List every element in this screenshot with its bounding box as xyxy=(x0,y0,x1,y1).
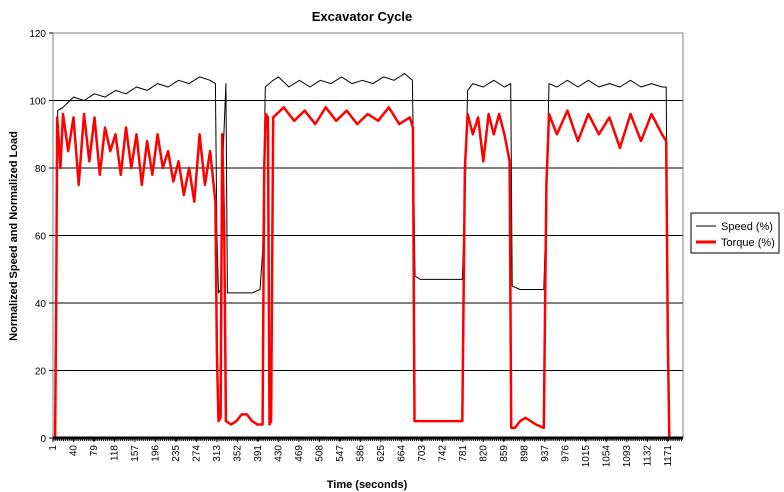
x-tick-label: 40 xyxy=(68,445,79,457)
y-tick-label: 80 xyxy=(35,164,47,175)
x-tick-label: 742 xyxy=(437,445,448,462)
x-tick-label: 820 xyxy=(478,445,489,462)
y-axis-ticks: 0 20 40 60 80 100 120 xyxy=(29,29,53,445)
x-tick-label: 508 xyxy=(314,445,325,462)
series-line-torque xyxy=(53,106,683,440)
x-tick-label: 391 xyxy=(253,445,264,462)
x-tick-label: 274 xyxy=(191,445,202,462)
legend-label: Torque (%) xyxy=(721,237,775,249)
x-tick-label: 1 xyxy=(48,445,59,451)
y-tick-label: 100 xyxy=(29,97,46,108)
x-tick-label: 1015 xyxy=(581,445,592,468)
x-tick-label: 937 xyxy=(540,445,551,462)
y-tick-label: 40 xyxy=(35,299,47,310)
legend-label: Speed (%) xyxy=(721,221,773,233)
y-tick-label: 120 xyxy=(29,29,46,40)
x-tick-label: 235 xyxy=(171,445,182,462)
x-tick-label: 781 xyxy=(458,445,469,462)
series-line-speed xyxy=(53,73,683,439)
x-tick-label: 859 xyxy=(499,445,510,462)
x-tick-label: 664 xyxy=(396,445,407,462)
x-tick-label: 547 xyxy=(335,445,346,462)
chart-title: Excavator Cycle xyxy=(312,9,412,24)
x-tick-label: 625 xyxy=(376,445,387,462)
x-tick-label: 313 xyxy=(212,445,223,462)
legend-box xyxy=(690,212,780,254)
x-tick-label: 1093 xyxy=(622,445,633,468)
legend: Speed (%) Torque (%) xyxy=(690,212,780,254)
x-tick-label: 586 xyxy=(355,445,366,462)
x-tick-label: 1054 xyxy=(601,445,612,468)
x-tick-label: 352 xyxy=(232,445,243,462)
series-lines xyxy=(53,73,683,440)
x-tick-label: 469 xyxy=(294,445,305,462)
x-tick-label: 118 xyxy=(109,445,120,461)
y-tick-label: 60 xyxy=(35,232,47,243)
x-tick-label: 1132 xyxy=(642,445,653,467)
y-tick-label: 20 xyxy=(35,367,47,378)
x-axis-label: Time (seconds) xyxy=(327,479,408,491)
x-tick-label: 898 xyxy=(519,445,530,462)
x-tick-label: 157 xyxy=(130,445,141,462)
x-tick-label: 79 xyxy=(89,445,100,457)
x-tick-label: 1171 xyxy=(663,445,674,467)
x-tick-label: 703 xyxy=(417,445,428,462)
y-tick-label: 0 xyxy=(40,434,46,445)
x-tick-label: 430 xyxy=(273,445,284,462)
x-tick-label: 976 xyxy=(560,445,571,462)
y-axis-label: Normalized Speed and Normalized Load xyxy=(8,131,20,341)
x-tick-label: 196 xyxy=(150,445,161,462)
